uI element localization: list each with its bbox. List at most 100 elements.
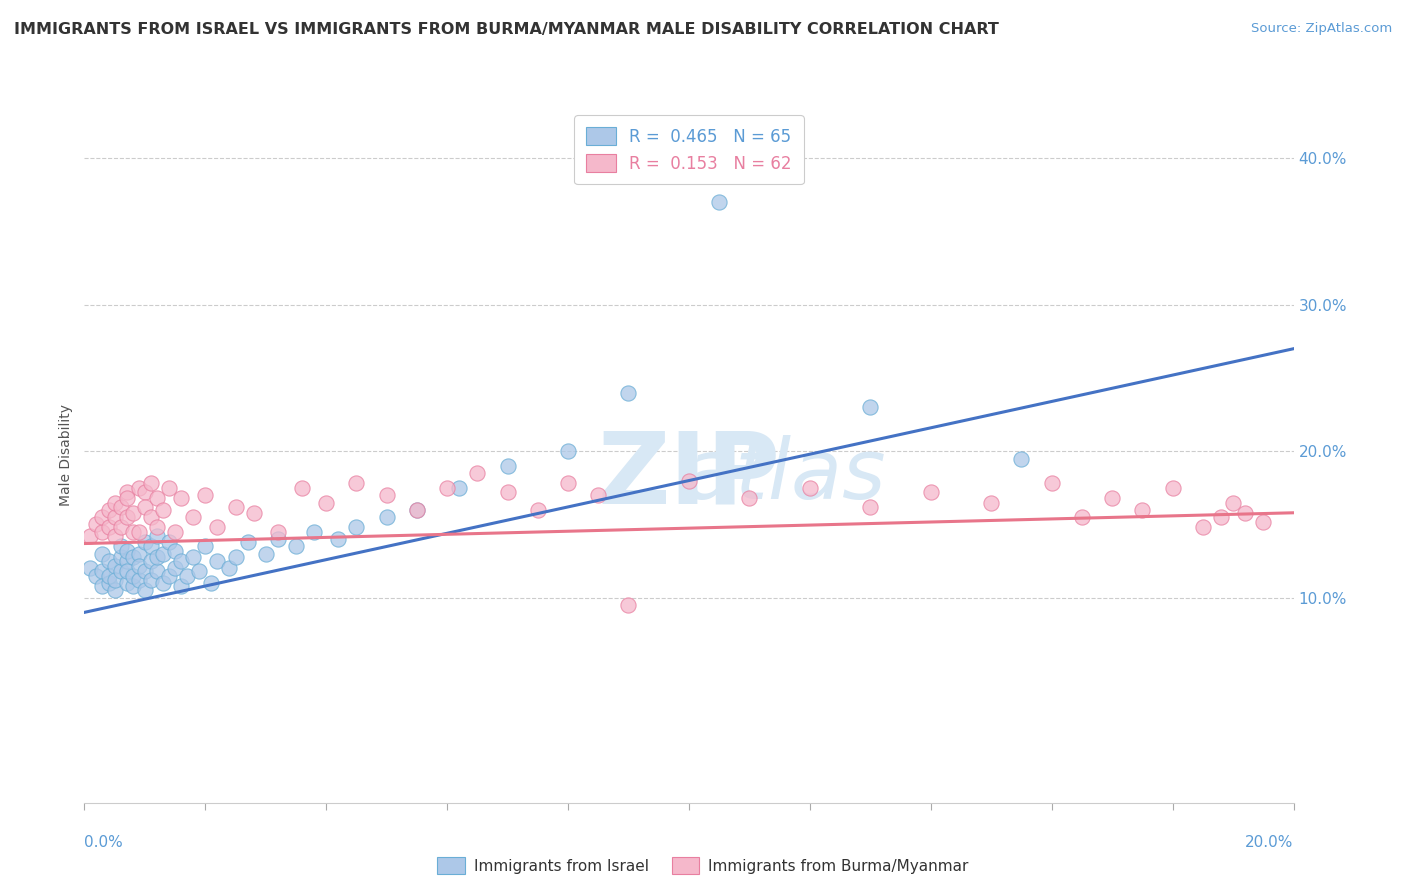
Point [115, 554, 138, 568]
Text: ZIP: ZIP [598, 427, 780, 524]
Point [859, 500, 882, 514]
Point [146, 565, 169, 579]
Point [134, 565, 156, 579]
Point [91, 579, 114, 593]
Point [291, 481, 314, 495]
Point [1040, 476, 1063, 491]
Point [346, 520, 368, 534]
Point [128, 481, 150, 495]
Point [152, 576, 174, 591]
Point [678, 474, 700, 488]
Point [163, 544, 186, 558]
Point [375, 488, 398, 502]
Point [170, 491, 193, 505]
Point [157, 481, 180, 495]
Point [1010, 451, 1032, 466]
Point [207, 554, 229, 568]
Point [146, 529, 169, 543]
Point [104, 583, 127, 598]
Point [1251, 515, 1274, 529]
Point [110, 500, 132, 514]
Point [134, 583, 156, 598]
Point [121, 506, 143, 520]
Point [104, 573, 127, 587]
Point [406, 503, 429, 517]
Point [496, 458, 519, 473]
Point [194, 488, 217, 502]
Point [79, 561, 101, 575]
Point [163, 524, 186, 539]
Point [121, 524, 143, 539]
Point [1234, 506, 1257, 520]
Point [181, 510, 204, 524]
Point [709, 195, 731, 210]
Point [1071, 510, 1094, 524]
Point [328, 532, 350, 546]
Point [617, 385, 640, 400]
Point [146, 491, 169, 505]
Point [91, 547, 114, 561]
Point [134, 500, 156, 514]
Point [449, 481, 471, 495]
Point [406, 503, 429, 517]
Point [139, 510, 162, 524]
Point [152, 547, 174, 561]
Point [97, 503, 120, 517]
Point [86, 517, 108, 532]
Text: 0.0%: 0.0% [84, 836, 124, 850]
Point [97, 520, 120, 534]
Point [557, 444, 579, 458]
Point [315, 495, 337, 509]
Point [242, 506, 264, 520]
Point [104, 495, 127, 509]
Point [146, 549, 169, 564]
Point [97, 568, 120, 582]
Point [181, 549, 204, 564]
Point [121, 568, 143, 582]
Point [194, 540, 217, 554]
Point [110, 549, 132, 564]
Point [588, 488, 610, 502]
Text: atlas: atlas [685, 435, 887, 516]
Point [267, 524, 290, 539]
Point [139, 573, 162, 587]
Point [254, 547, 277, 561]
Legend: R =  0.465   N = 65, R =  0.153   N = 62: R = 0.465 N = 65, R = 0.153 N = 62 [575, 115, 803, 185]
Point [134, 485, 156, 500]
Point [139, 554, 162, 568]
Point [79, 529, 101, 543]
Point [1222, 495, 1244, 509]
Point [97, 576, 120, 591]
Point [110, 540, 132, 554]
Point [110, 565, 132, 579]
Point [97, 554, 120, 568]
Text: 20.0%: 20.0% [1246, 836, 1294, 850]
Point [128, 558, 150, 573]
Text: Source: ZipAtlas.com: Source: ZipAtlas.com [1251, 22, 1392, 36]
Point [115, 491, 138, 505]
Point [86, 568, 108, 582]
Point [375, 510, 398, 524]
Point [163, 561, 186, 575]
Point [859, 401, 882, 415]
Point [170, 554, 193, 568]
Point [236, 535, 259, 549]
Point [110, 520, 132, 534]
Point [91, 510, 114, 524]
Point [526, 503, 548, 517]
Point [1161, 481, 1184, 495]
Point [200, 576, 222, 591]
Point [1191, 520, 1213, 534]
Point [496, 485, 519, 500]
Point [980, 495, 1002, 509]
Point [617, 598, 640, 612]
Point [121, 579, 143, 593]
Point [346, 476, 368, 491]
Point [176, 568, 198, 582]
Point [436, 481, 458, 495]
Point [920, 485, 942, 500]
Point [128, 573, 150, 587]
Point [188, 565, 211, 579]
Point [152, 503, 174, 517]
Point [121, 549, 143, 564]
